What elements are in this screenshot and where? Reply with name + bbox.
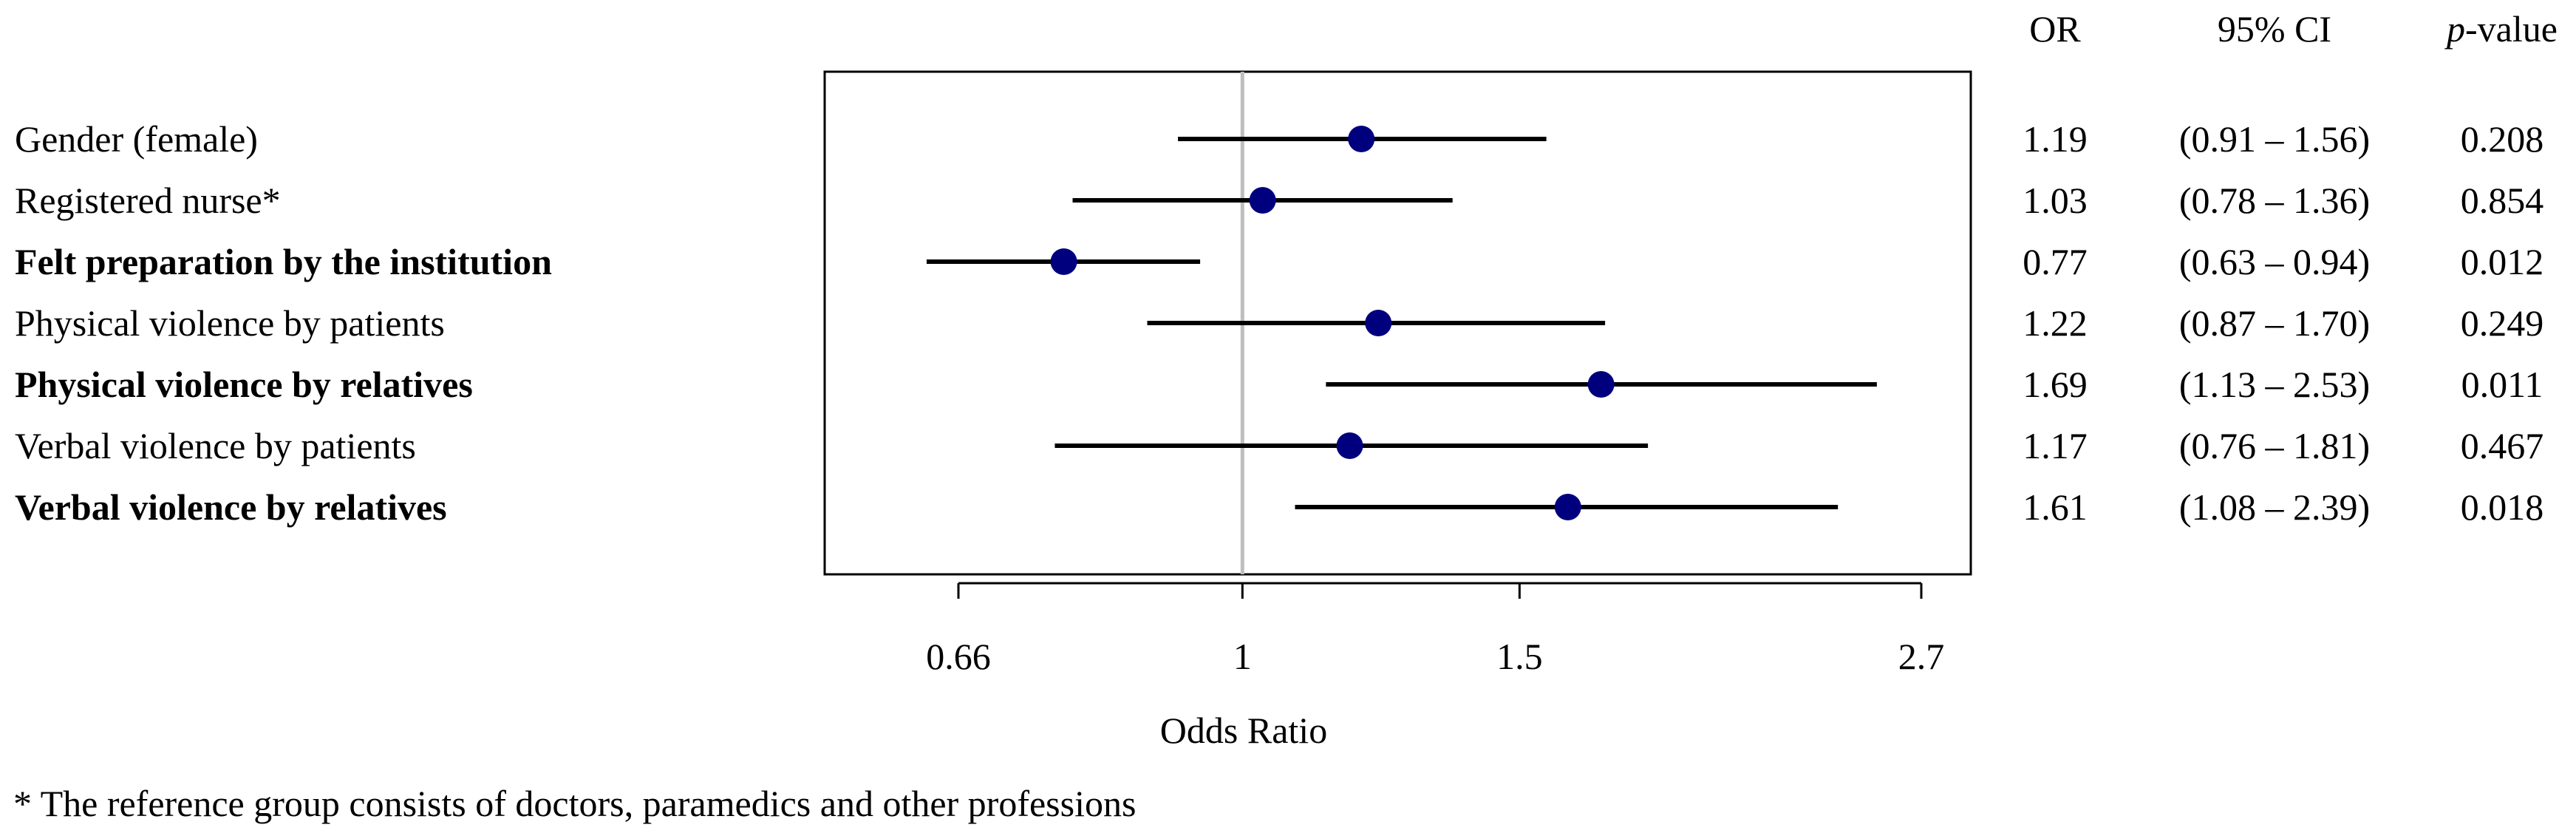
- p-value: 0.012: [2461, 241, 2544, 282]
- or-point: [1348, 126, 1375, 152]
- ci-value: (0.87 – 1.70): [2179, 302, 2370, 344]
- or-value: 1.17: [2023, 425, 2088, 466]
- p-value: 0.011: [2461, 364, 2543, 405]
- or-point: [1587, 371, 1615, 398]
- plot-frame: [823, 70, 1972, 576]
- p-value: 0.208: [2461, 118, 2544, 160]
- row-label: Gender (female): [15, 118, 258, 160]
- or-point: [1336, 432, 1363, 459]
- column-header-ci: 95% CI: [2218, 8, 2331, 50]
- or-point: [1249, 187, 1276, 214]
- or-value: 1.22: [2023, 302, 2088, 344]
- forest-row: Verbal violence by relatives 1.61 (1.08 – …: [15, 486, 2543, 528]
- p-value: 0.467: [2461, 425, 2544, 466]
- p-italic: p: [2444, 8, 2465, 50]
- p-value: 0.854: [2461, 180, 2544, 221]
- forest-rows: Gender (female) 1.19 (0.91 – 1.56) 0.208 Reg…: [15, 118, 2543, 528]
- x-axis-ticks: 0.66 1 1.5 2.7: [926, 583, 1944, 677]
- forest-row: Physical violence by patients 1.22 (0.87 –…: [15, 302, 2543, 344]
- or-point: [1050, 248, 1077, 275]
- row-label: Felt preparation by the institution: [15, 241, 552, 282]
- ci-value: (0.78 – 1.36): [2179, 180, 2370, 221]
- ci-value: (0.76 – 1.81): [2179, 425, 2370, 466]
- or-value: 1.19: [2023, 118, 2088, 160]
- ci-value: (1.08 – 2.39): [2179, 486, 2370, 528]
- forest-row: Gender (female) 1.19 (0.91 – 1.56) 0.208: [15, 118, 2543, 160]
- ci-value: (0.91 – 1.56): [2179, 118, 2370, 160]
- or-point: [1365, 310, 1392, 336]
- or-value: 0.77: [2023, 241, 2088, 282]
- or-value: 1.03: [2023, 180, 2088, 221]
- row-label: Verbal violence by patients: [15, 425, 416, 466]
- forest-row: Physical violence by relatives 1.69 (1.13 …: [15, 364, 2543, 405]
- or-point: [1554, 494, 1581, 520]
- or-value: 1.61: [2023, 486, 2088, 528]
- row-label: Physical violence by relatives: [15, 364, 473, 405]
- row-label: Physical violence by patients: [15, 302, 445, 344]
- forest-row: Verbal violence by patients 1.17 (0.76 – 1…: [15, 425, 2543, 466]
- column-header-p-value: p-value: [2444, 8, 2558, 50]
- p-rest: -value: [2465, 8, 2558, 50]
- forest-row: Felt preparation by the institution 0.77 (…: [15, 241, 2543, 282]
- x-tick-label: 1.5: [1496, 636, 1543, 677]
- footnote: * The reference group consists of doctor…: [13, 783, 1136, 824]
- or-value: 1.69: [2023, 364, 2088, 405]
- ci-value: (0.63 – 0.94): [2179, 241, 2370, 282]
- p-value: 0.249: [2461, 302, 2544, 344]
- row-label: Verbal violence by relatives: [15, 486, 447, 528]
- x-tick-label: 1: [1233, 636, 1252, 677]
- x-tick-label: 2.7: [1898, 636, 1945, 677]
- forest-row: Registered nurse* 1.03 (0.78 – 1.36) 0.854: [15, 180, 2543, 221]
- row-label: Registered nurse*: [15, 180, 281, 221]
- x-axis-label: Odds Ratio: [1160, 710, 1327, 751]
- column-header-or: OR: [2029, 8, 2081, 50]
- x-tick-label: 0.66: [926, 636, 991, 677]
- ci-value: (1.13 – 2.53): [2179, 364, 2370, 405]
- p-value: 0.018: [2461, 486, 2544, 528]
